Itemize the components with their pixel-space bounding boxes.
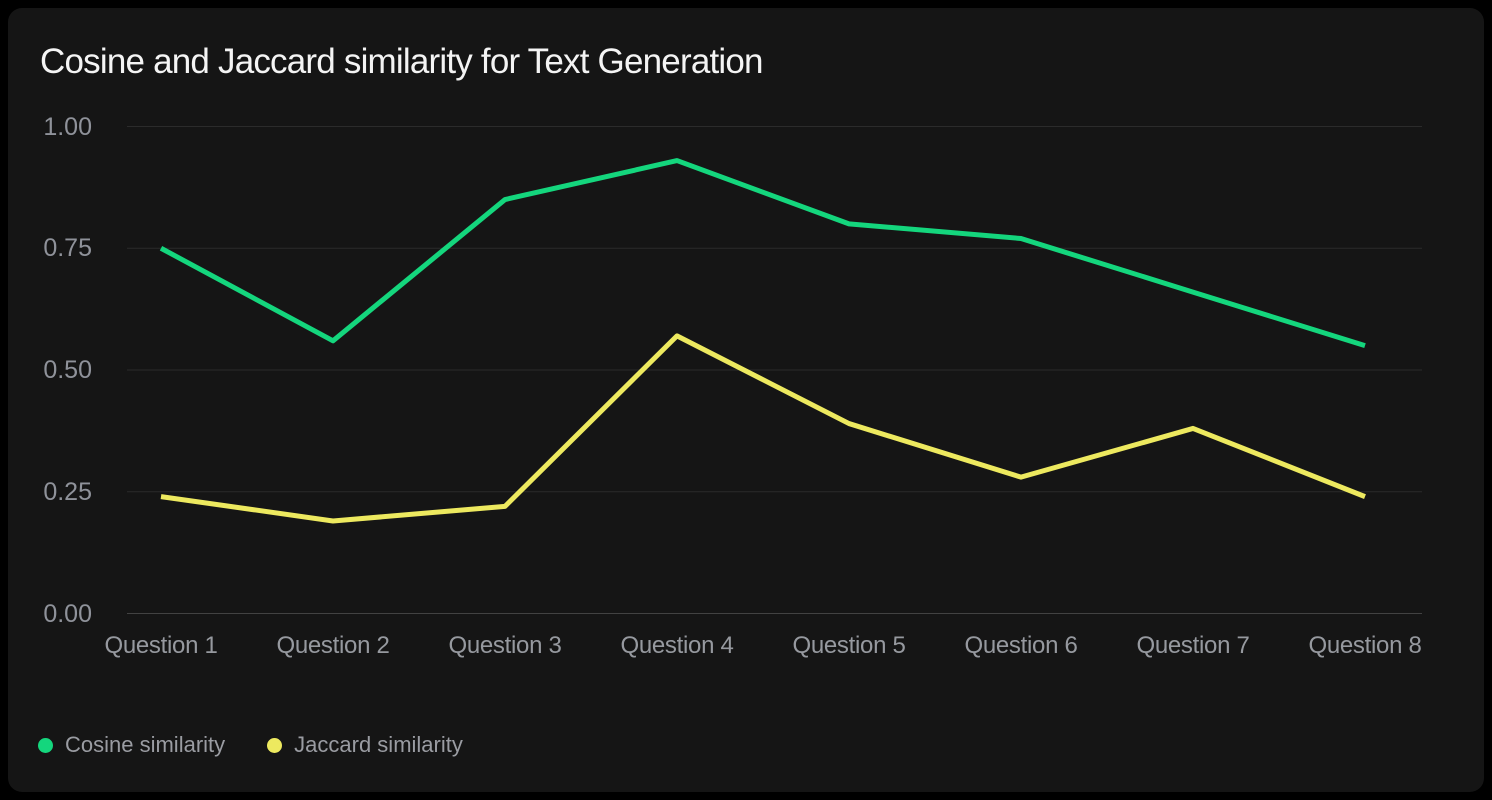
y-axis-tick-label: 0.25 — [43, 477, 92, 506]
x-axis-tick-label: Question 8 — [1308, 632, 1422, 659]
legend-color-dot — [38, 737, 53, 753]
y-axis-tick-label: 0.50 — [43, 356, 92, 384]
x-axis-tick-label: Question 7 — [1136, 632, 1250, 659]
x-axis-tick-label: Question 6 — [964, 632, 1078, 659]
legend: Cosine similarity Jaccard similarity — [38, 730, 463, 760]
legend-color-dot — [267, 737, 283, 753]
legend-item-cosine-similarity[interactable]: Cosine similarity — [38, 730, 225, 760]
x-axis-tick-label: Question 4 — [620, 632, 734, 659]
chart-card: Cosine and Jaccard similarity for Text G… — [8, 8, 1484, 792]
legend-label: Jaccard similarity — [294, 732, 463, 757]
chart-title: Cosine and Jaccard similarity for Text G… — [40, 42, 764, 81]
x-axis-tick-label: Question 3 — [448, 632, 562, 659]
series-line-cosine-similarity[interactable] — [159, 158, 1366, 349]
legend-label: Cosine similarity — [65, 732, 226, 757]
y-axis-tick-label: 1.00 — [43, 112, 92, 141]
series-line-jaccard-similarity[interactable] — [160, 333, 1366, 524]
y-axis-tick-label: 0.75 — [43, 234, 92, 263]
x-axis-tick-label: Question 1 — [104, 632, 218, 659]
x-axis-tick-label: Question 2 — [276, 632, 390, 659]
y-axis-tick-label: 0.00 — [43, 599, 92, 628]
x-axis-tick-label: Question 5 — [792, 632, 906, 659]
legend-item-jaccard-similarity[interactable]: Jaccard similarity — [267, 730, 463, 760]
